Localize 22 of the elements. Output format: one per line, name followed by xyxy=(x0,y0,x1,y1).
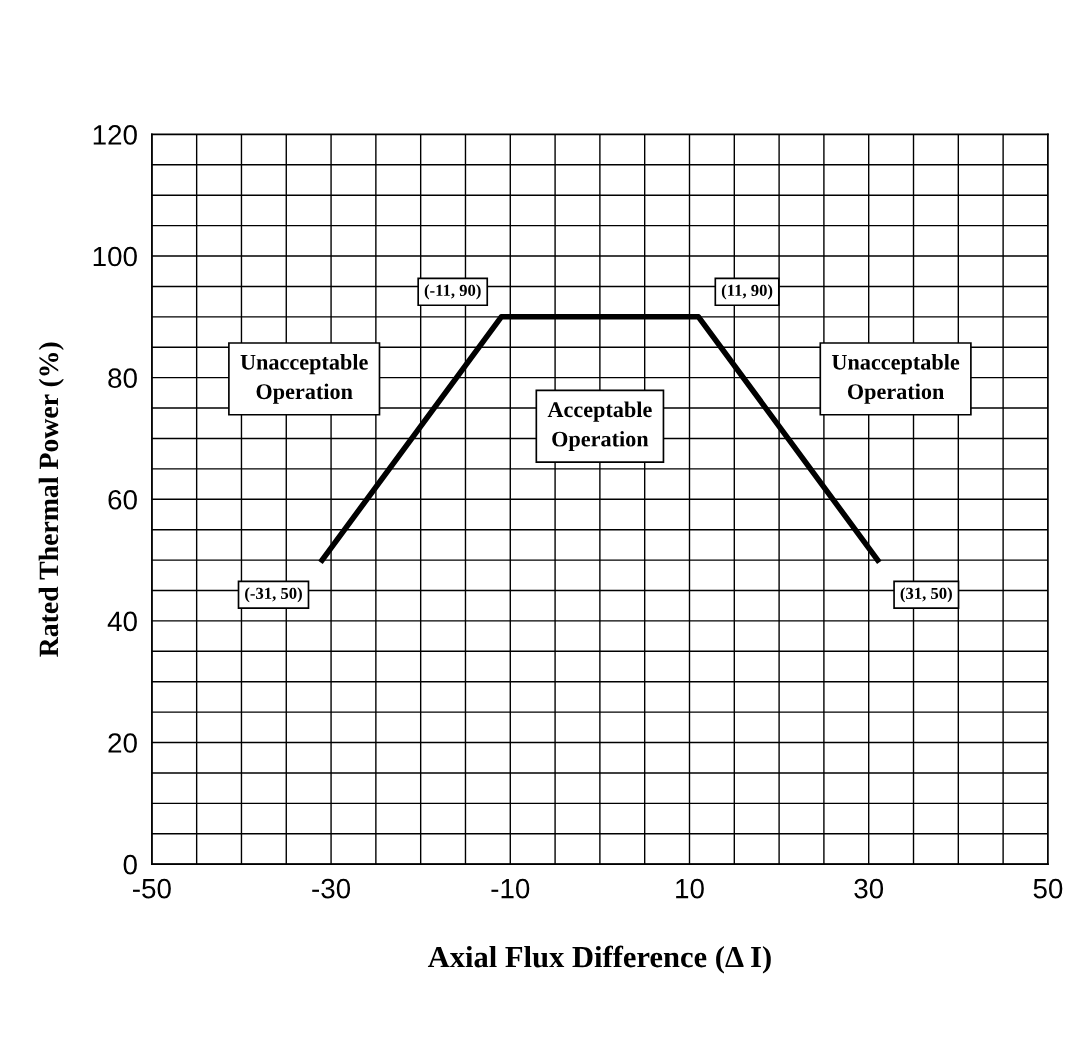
y-tick-label: 80 xyxy=(108,368,137,388)
x-tick-label: 50 xyxy=(1033,878,1063,899)
annotation: (31, 50) xyxy=(900,587,952,603)
y-tick-label: 100 xyxy=(93,246,137,267)
annotation: Acceptable Operation xyxy=(547,401,652,452)
y-axis-title: Rated Thermal Power (%) xyxy=(38,342,64,657)
x-tick-label: 30 xyxy=(854,878,884,899)
x-axis-title: Axial Flux Difference (Δ I) xyxy=(427,945,771,974)
annotation: (-11, 90) xyxy=(424,284,481,300)
annotation: (-31, 50) xyxy=(245,587,302,603)
y-tick-label: 120 xyxy=(93,125,137,145)
x-tick-label: -10 xyxy=(491,878,530,899)
x-tick-label: -30 xyxy=(312,878,351,899)
y-tick-label: 0 xyxy=(123,854,137,875)
y-tick-label: 60 xyxy=(108,489,137,510)
x-tick-label: 10 xyxy=(676,878,704,899)
y-tick-label: 40 xyxy=(107,611,137,632)
annotation: Unacceptable Operation xyxy=(831,354,960,404)
annotation: (11, 90) xyxy=(721,284,773,300)
y-tick-label: 20 xyxy=(108,733,137,753)
x-tick-label: -50 xyxy=(133,878,171,899)
annotation: Unacceptable Operation xyxy=(240,354,368,404)
